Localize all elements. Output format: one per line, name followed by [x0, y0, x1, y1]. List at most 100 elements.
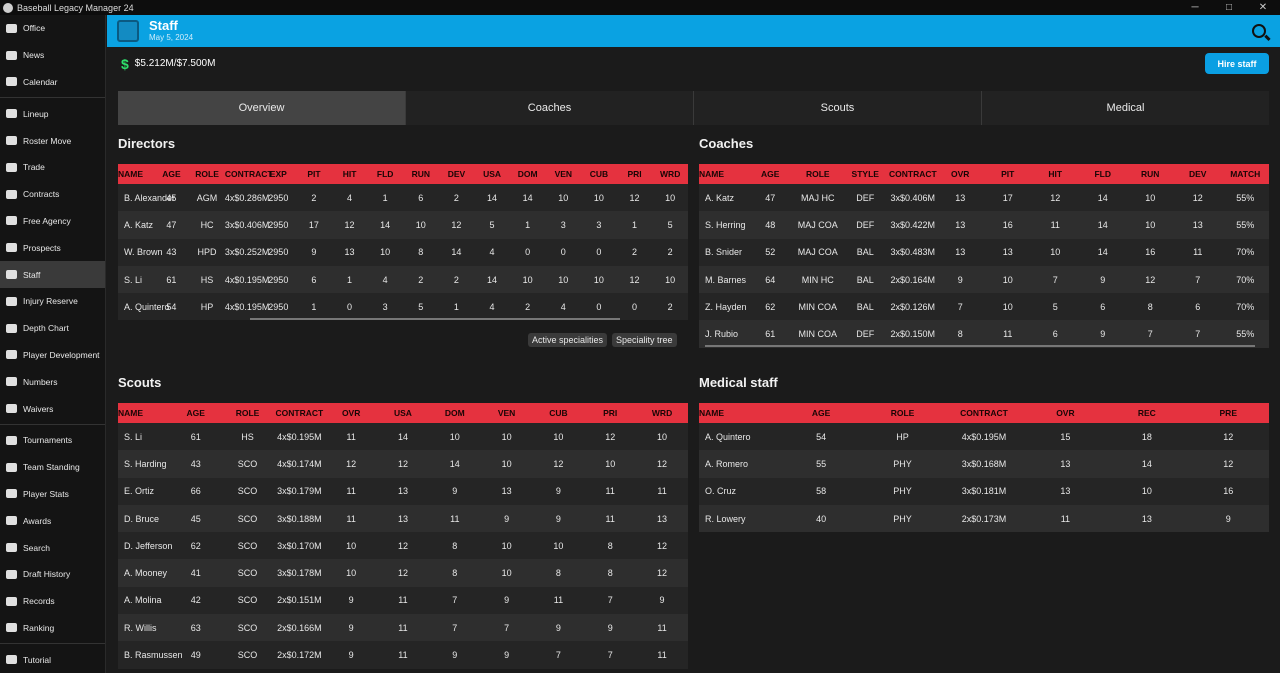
- table-row[interactable]: M. Barnes 64 MIN HC BAL 2x$0.164M 9 10 7 9 12 7 70%: [699, 265, 1269, 294]
- column-header-dom[interactable]: DOM: [517, 169, 538, 179]
- table-row[interactable]: W. Brown 43 HPD 3x$0.252M 2950 9 13 10 8 14 4 0 0 0 2 2: [118, 238, 688, 266]
- column-header-usa[interactable]: USA: [393, 408, 412, 418]
- maximize-button[interactable]: □: [1225, 2, 1233, 13]
- hire-staff-button[interactable]: Hire staff: [1205, 53, 1269, 74]
- column-header-pit[interactable]: PIT: [1001, 169, 1015, 179]
- table-row[interactable]: A. Quintero 54 HP 4x$0.195M 15 18 12: [699, 423, 1269, 451]
- column-header-contract[interactable]: CONTRACT: [960, 408, 1008, 418]
- column-header-age[interactable]: AGE: [162, 169, 181, 179]
- table-row[interactable]: Z. Hayden 62 MIN COA BAL 2x$0.126M 7 10 5 6 8 6 70%: [699, 293, 1269, 321]
- staff-name[interactable]: E. Ortiz: [124, 486, 155, 497]
- column-header-cub[interactable]: CUB: [589, 169, 609, 179]
- sidebar-item-draft-history[interactable]: Draft History: [0, 561, 105, 588]
- staff-name[interactable]: S. Li: [124, 431, 143, 442]
- column-header-role[interactable]: ROLE: [195, 169, 219, 179]
- column-header-role[interactable]: ROLE: [235, 408, 260, 418]
- sidebar-item-office[interactable]: Office: [0, 15, 105, 42]
- table-row[interactable]: A. Quintero 54 HP 4x$0.195M 2950 1 0 3 5 1 4 2 4 0 0 2: [118, 293, 688, 321]
- staff-name[interactable]: B. Alexander: [124, 192, 176, 203]
- sidebar-item-tournaments[interactable]: Tournaments: [0, 427, 105, 454]
- staff-name[interactable]: M. Barnes: [705, 274, 747, 285]
- sidebar-item-calendar[interactable]: Calendar: [0, 69, 105, 96]
- staff-name[interactable]: A. Mooney: [124, 568, 168, 579]
- table-row[interactable]: A. Mooney 41 SCO 3x$0.178M 10 12 8 10 8 8 12: [118, 559, 688, 587]
- sidebar-item-injury-reserve[interactable]: Injury Reserve: [0, 288, 105, 315]
- staff-name[interactable]: J. Rubio: [705, 329, 739, 340]
- column-header-usa[interactable]: USA: [483, 169, 502, 179]
- column-header-ven[interactable]: VEN: [554, 169, 573, 179]
- column-header-name[interactable]: NAME: [118, 169, 144, 179]
- table-row[interactable]: J. Rubio 61 MIN COA DEF 2x$0.150M 8 11 6 9 7 7 55%: [699, 320, 1269, 348]
- staff-name[interactable]: S. Herring: [705, 219, 746, 230]
- column-header-match[interactable]: MATCH: [1230, 169, 1261, 179]
- column-header-contract[interactable]: CONTRACT: [889, 169, 937, 179]
- column-header-ovr[interactable]: OVR: [341, 408, 361, 418]
- column-header-dev[interactable]: DEV: [447, 169, 466, 179]
- column-header-pit[interactable]: PIT: [307, 169, 321, 179]
- sidebar-item-contracts[interactable]: Contracts: [0, 181, 105, 208]
- sidebar-item-prospects[interactable]: Prospects: [0, 234, 105, 261]
- sidebar-item-trade[interactable]: Trade: [0, 154, 105, 181]
- table-row[interactable]: O. Cruz 58 PHY 3x$0.181M 13 10 16: [699, 477, 1269, 505]
- table-row[interactable]: R. Willis 63 SCO 2x$0.166M 9 11 7 7 9 9 11: [118, 614, 688, 642]
- column-header-wrd[interactable]: WRD: [651, 408, 673, 418]
- column-header-age[interactable]: AGE: [186, 408, 205, 418]
- staff-name[interactable]: A. Katz: [705, 192, 735, 203]
- staff-name[interactable]: A. Quintero: [705, 431, 751, 442]
- column-header-hit[interactable]: HIT: [1048, 169, 1063, 179]
- staff-name[interactable]: B. Rasmussen: [124, 650, 183, 661]
- staff-name[interactable]: A. Katz: [124, 219, 154, 230]
- tab-overview[interactable]: Overview: [118, 91, 406, 125]
- column-header-pri[interactable]: PRI: [603, 408, 618, 418]
- column-header-age[interactable]: AGE: [811, 408, 831, 418]
- directors-scrollbar[interactable]: [250, 318, 620, 320]
- sidebar-item-free-agency[interactable]: Free Agency: [0, 208, 105, 235]
- column-header-cub[interactable]: CUB: [549, 408, 568, 418]
- sidebar-item-roster-move[interactable]: Roster Move: [0, 127, 105, 154]
- column-header-style[interactable]: STYLE: [851, 169, 879, 179]
- column-header-pri[interactable]: PRI: [627, 169, 642, 179]
- sidebar-item-lineup[interactable]: Lineup: [0, 100, 105, 127]
- column-header-rec[interactable]: REC: [1137, 408, 1156, 418]
- staff-name[interactable]: D. Jefferson: [124, 540, 173, 551]
- sidebar-item-numbers[interactable]: Numbers: [0, 368, 105, 395]
- active-specialities-button[interactable]: Active specialities: [528, 333, 608, 347]
- sidebar-item-team-standing[interactable]: Team Standing: [0, 454, 105, 481]
- table-row[interactable]: A. Molina 42 SCO 2x$0.151M 9 11 7 9 11 7 9: [118, 586, 688, 615]
- tab-coaches[interactable]: Coaches: [406, 91, 694, 125]
- sidebar-item-depth-chart[interactable]: Depth Chart: [0, 315, 105, 342]
- table-row[interactable]: S. Herring 48 MAJ COA DEF 3x$0.422M 13 16 11 14 1…: [699, 211, 1269, 239]
- table-row[interactable]: D. Bruce 45 SCO 3x$0.188M 11 13 11 9 9 11 13: [118, 504, 688, 533]
- sidebar-item-ranking[interactable]: Ranking: [0, 615, 105, 642]
- staff-name[interactable]: A. Romero: [705, 458, 749, 469]
- table-row[interactable]: B. Snider 52 MAJ COA BAL 3x$0.483M 13 13 10 14 16…: [699, 238, 1269, 266]
- search-icon[interactable]: [1252, 24, 1266, 38]
- tab-medical[interactable]: Medical: [1106, 102, 1145, 114]
- column-header-age[interactable]: AGE: [761, 169, 780, 179]
- speciality-tree-button[interactable]: Speciality tree: [612, 333, 677, 347]
- column-header-fld[interactable]: FLD: [376, 169, 394, 179]
- sidebar-item-player-development[interactable]: Player Development: [0, 342, 105, 369]
- table-row[interactable]: E. Ortiz 66 SCO 3x$0.179M 11 13 9 13 9 11 11: [118, 477, 688, 505]
- column-header-run[interactable]: RUN: [411, 169, 431, 179]
- staff-name[interactable]: D. Bruce: [124, 513, 160, 524]
- sidebar-item-player-stats[interactable]: Player Stats: [0, 481, 105, 508]
- table-row[interactable]: S. Li 61 HS 4x$0.195M 2950 6 1 4 2 2 14 10 10 10 12 10: [118, 265, 688, 294]
- column-header-hit[interactable]: HIT: [342, 169, 357, 179]
- staff-name[interactable]: R. Lowery: [705, 513, 746, 524]
- column-header-role[interactable]: ROLE: [890, 408, 915, 418]
- table-row[interactable]: S. Harding 43 SCO 4x$0.174M 12 12 14 10 12 10 12: [118, 450, 688, 478]
- staff-name[interactable]: W. Brown: [124, 247, 163, 258]
- staff-name[interactable]: B. Snider: [705, 247, 743, 258]
- sidebar-item-tutorial[interactable]: Tutorial: [0, 646, 105, 673]
- column-header-dev[interactable]: DEV: [1189, 169, 1207, 179]
- column-header-wrd[interactable]: WRD: [660, 169, 681, 179]
- column-header-contract[interactable]: CONTRACT: [224, 169, 273, 179]
- table-row[interactable]: A. Katz 47 HC 3x$0.406M 2950 17 12 14 10 12 5 1 3 3 1 5: [118, 211, 688, 239]
- sidebar-item-awards[interactable]: Awards: [0, 507, 105, 534]
- column-header-exp[interactable]: EXP: [269, 169, 287, 179]
- table-row[interactable]: A. Romero 55 PHY 3x$0.168M 13 14 12: [699, 450, 1269, 478]
- table-row[interactable]: A. Katz 47 MAJ HC DEF 3x$0.406M 13 17 12 14 10 12 5…: [699, 184, 1269, 212]
- staff-name[interactable]: Z. Hayden: [705, 301, 747, 312]
- column-header-pre[interactable]: PRE: [1219, 408, 1237, 418]
